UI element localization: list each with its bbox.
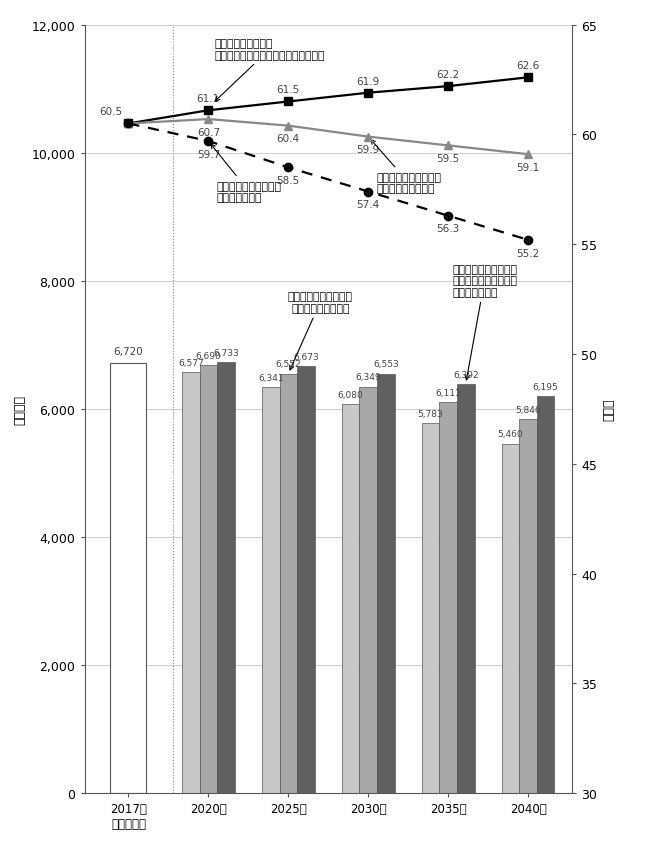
Bar xyxy=(502,444,519,793)
Text: 5,460: 5,460 xyxy=(498,430,523,438)
Text: 6,552: 6,552 xyxy=(276,360,301,369)
Text: 55.2: 55.2 xyxy=(516,248,540,258)
Text: 59.5: 59.5 xyxy=(437,154,460,164)
Text: 5,846: 5,846 xyxy=(515,405,541,415)
Text: 労働力人口（左目盛）
（成長実現・労働参加
進展シナリオ）: 労働力人口（左目盛） （成長実現・労働参加 進展シナリオ） xyxy=(452,264,517,380)
Bar xyxy=(457,385,474,793)
Text: 59.9: 59.9 xyxy=(357,145,380,155)
Text: 57.4: 57.4 xyxy=(357,200,380,210)
Text: （ゼロ成長・労働参加
現状シナリオ）: （ゼロ成長・労働参加 現状シナリオ） xyxy=(211,145,281,203)
Text: 59.1: 59.1 xyxy=(516,163,540,172)
Text: 6,553: 6,553 xyxy=(373,360,398,369)
Text: 62.2: 62.2 xyxy=(437,70,460,80)
Text: 59.7: 59.7 xyxy=(197,149,220,160)
Text: （ベースライン・労働
参加漸進シナリオ）: （ベースライン・労働 参加漸進シナリオ） xyxy=(288,292,353,370)
Text: 56.3: 56.3 xyxy=(437,224,460,234)
Text: 61.1: 61.1 xyxy=(197,94,220,104)
Text: 6,080: 6,080 xyxy=(338,390,363,399)
Bar xyxy=(262,387,279,793)
Text: 5,783: 5,783 xyxy=(418,409,443,418)
Bar xyxy=(359,387,377,793)
Text: 6,349: 6,349 xyxy=(356,373,381,382)
Text: 6,673: 6,673 xyxy=(293,352,318,362)
Text: 58.5: 58.5 xyxy=(277,176,300,186)
Bar xyxy=(182,373,200,793)
Bar xyxy=(342,404,359,793)
Text: 60.4: 60.4 xyxy=(277,134,300,144)
Text: 6,392: 6,392 xyxy=(453,370,478,380)
Text: 6,720: 6,720 xyxy=(114,347,144,357)
Text: 60.5: 60.5 xyxy=(99,107,122,117)
Text: 6,733: 6,733 xyxy=(213,348,239,357)
Text: 6,690: 6,690 xyxy=(196,351,221,360)
Bar xyxy=(217,363,235,793)
Bar xyxy=(280,374,297,793)
Text: 61.5: 61.5 xyxy=(277,85,300,96)
Bar xyxy=(537,397,554,793)
Bar xyxy=(519,420,537,793)
Text: 労働力率（右目盛）
（成長実現・労働参加進展シナリオ）: 労働力率（右目盛） （成長実現・労働参加進展シナリオ） xyxy=(214,39,325,102)
Text: 60.7: 60.7 xyxy=(197,128,220,137)
Y-axis label: （万人）: （万人） xyxy=(13,394,26,425)
Bar xyxy=(377,374,395,793)
Text: 6,195: 6,195 xyxy=(533,383,558,392)
Text: （ベースライン・労働
参加漸進シナリオ）: （ベースライン・労働 参加漸進シナリオ） xyxy=(371,141,441,194)
Bar xyxy=(297,367,315,793)
Y-axis label: （％）: （％） xyxy=(603,398,616,421)
Text: 6,111: 6,111 xyxy=(436,388,461,397)
Bar xyxy=(111,363,146,793)
Text: 62.6: 62.6 xyxy=(516,61,540,71)
Text: 6,577: 6,577 xyxy=(178,358,203,368)
Bar xyxy=(200,365,217,793)
Text: 61.9: 61.9 xyxy=(357,77,380,86)
Text: 6,341: 6,341 xyxy=(258,374,283,382)
Bar xyxy=(422,423,439,793)
Bar xyxy=(439,403,457,793)
